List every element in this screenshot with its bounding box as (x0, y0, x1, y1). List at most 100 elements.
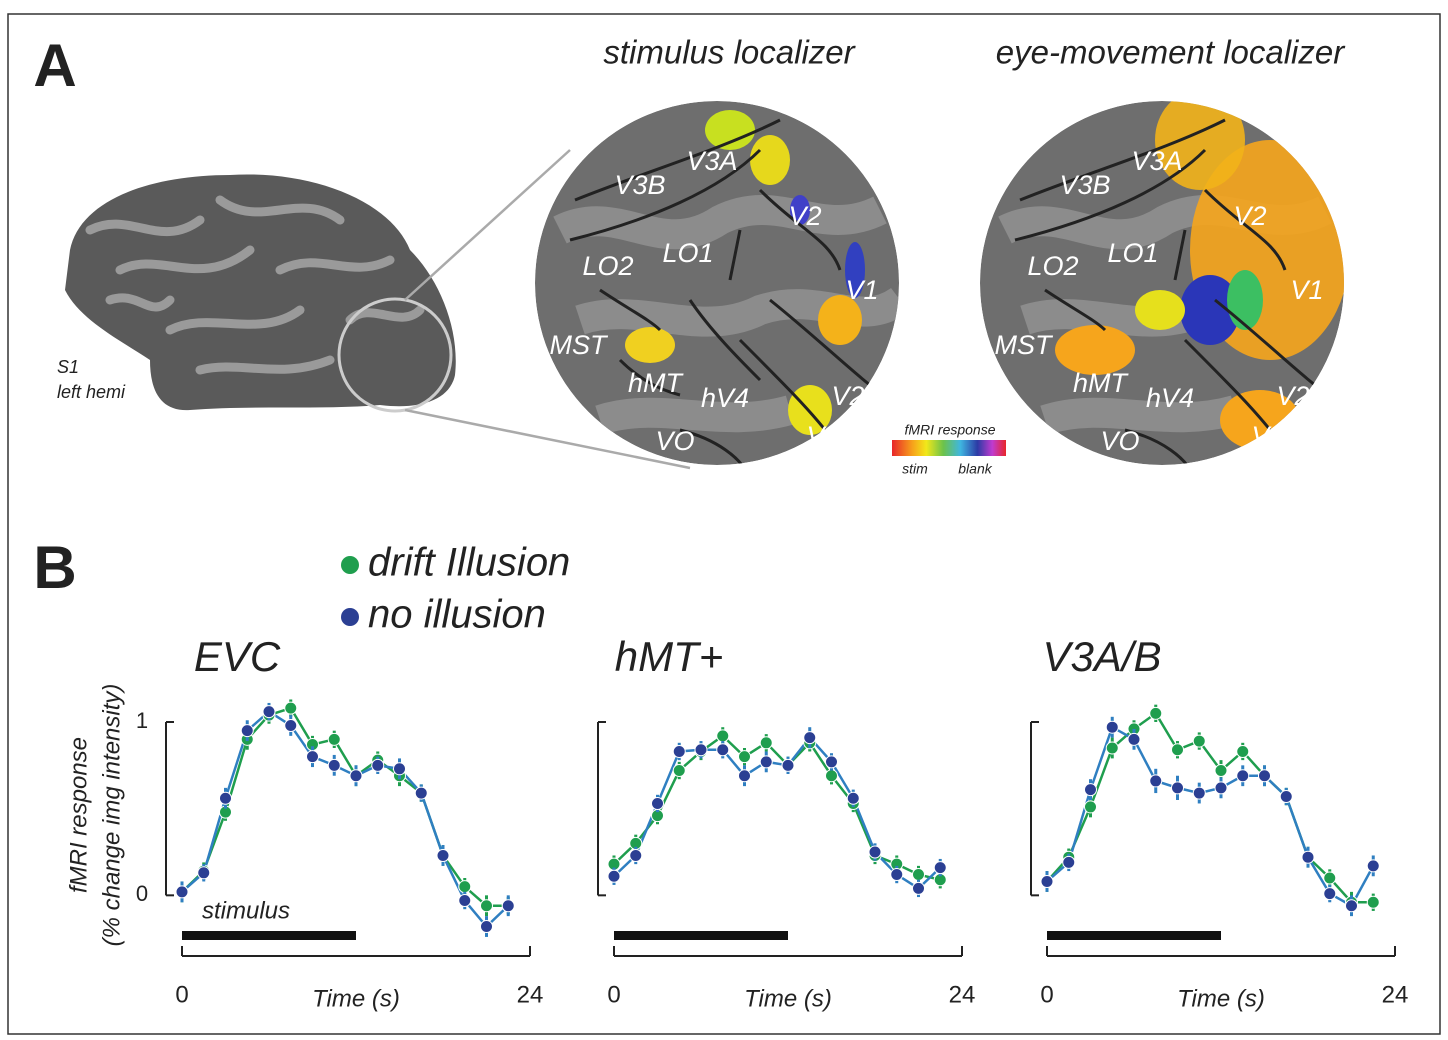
data-point (1324, 888, 1336, 900)
data-point (307, 751, 319, 763)
region-label: V2 (1276, 381, 1309, 411)
y-axis-label: fMRI response (65, 737, 92, 893)
legend-marker (341, 556, 359, 574)
region-label: V2 (831, 381, 864, 411)
data-point (1128, 733, 1140, 745)
region-label: hMT (1073, 368, 1130, 398)
map-title: eye-movement localizer (996, 34, 1346, 71)
y-tick-label: 0 (136, 881, 148, 906)
region-label: LO1 (1107, 238, 1158, 268)
data-point (1259, 770, 1271, 782)
data-point (372, 759, 384, 771)
data-point (1063, 856, 1075, 868)
data-point (328, 759, 340, 771)
data-point (717, 744, 729, 756)
data-point (1237, 770, 1249, 782)
data-point (1085, 784, 1097, 796)
data-point (459, 895, 471, 907)
data-point (285, 719, 297, 731)
y-axis-label: (% change img intensity) (98, 684, 125, 947)
data-point (760, 756, 772, 768)
colorbar-label: blank (958, 461, 992, 477)
chart-title: V3A/B (1042, 633, 1161, 680)
stimulus-bar (182, 931, 356, 940)
x-tick-label: 24 (949, 981, 976, 1008)
panel-label: A (33, 32, 76, 99)
region-label: V2 (788, 201, 821, 231)
data-point (1302, 851, 1314, 863)
data-point (869, 846, 881, 858)
region-label: V1 (845, 275, 878, 305)
x-tick-label: 24 (1382, 981, 1409, 1008)
region-label: V3 (1251, 421, 1284, 451)
data-point (717, 730, 729, 742)
data-point (1150, 775, 1162, 787)
stimulus-label: stimulus (202, 897, 290, 924)
panel-label: B (33, 534, 76, 601)
region-label: LO2 (1027, 251, 1078, 281)
brain-label: S1 (57, 357, 79, 377)
data-point (1041, 875, 1053, 887)
x-axis-label: Time (s) (744, 985, 832, 1012)
data-point (608, 870, 620, 882)
data-point (913, 869, 925, 881)
data-point (1106, 742, 1118, 754)
region-label: V3B (1059, 170, 1110, 200)
data-point (739, 770, 751, 782)
data-point (1215, 765, 1227, 777)
data-point (1367, 860, 1379, 872)
data-point (415, 787, 427, 799)
colorbar-title: fMRI response (904, 422, 995, 438)
x-axis-label: Time (s) (312, 985, 400, 1012)
data-point (481, 921, 493, 933)
data-point (1106, 721, 1118, 733)
data-point (804, 732, 816, 744)
data-point (673, 765, 685, 777)
data-point (437, 849, 449, 861)
data-point (481, 900, 493, 912)
data-point (1324, 872, 1336, 884)
region-label: V1 (1290, 275, 1323, 305)
x-axis-label: Time (s) (1177, 985, 1265, 1012)
legend-label: drift Illusion (368, 541, 570, 585)
data-point (263, 706, 275, 718)
colorbar-label: stim (902, 461, 928, 477)
region-label: VO (1100, 426, 1139, 456)
x-tick-label: 0 (607, 981, 620, 1008)
region-label: VO (655, 426, 694, 456)
data-point (241, 725, 253, 737)
chart-title: EVC (194, 633, 281, 680)
data-point (652, 797, 664, 809)
data-point (285, 702, 297, 714)
x-tick-label: 0 (1040, 981, 1053, 1008)
x-tick-label: 24 (517, 981, 544, 1008)
data-point (891, 869, 903, 881)
data-point (1193, 735, 1205, 747)
region-label: V3 (806, 421, 839, 451)
data-point (176, 886, 188, 898)
data-point (782, 759, 794, 771)
region-label: LO1 (662, 238, 713, 268)
data-point (630, 849, 642, 861)
region-label: hV4 (1146, 383, 1194, 413)
data-point (1172, 744, 1184, 756)
data-point (934, 862, 946, 874)
data-point (394, 763, 406, 775)
region-label: V3B (614, 170, 665, 200)
data-point (1215, 782, 1227, 794)
brain-label: left hemi (57, 382, 126, 402)
region-label: V3A (1131, 146, 1182, 176)
data-point (1085, 801, 1097, 813)
stimulus-bar (1047, 931, 1221, 940)
region-label: hV4 (701, 383, 749, 413)
map-title: stimulus localizer (603, 34, 856, 71)
data-point (350, 770, 362, 782)
legend-label: no illusion (368, 593, 546, 637)
region-label: hMT (628, 368, 685, 398)
region-label: V3A (686, 146, 737, 176)
data-point (459, 881, 471, 893)
data-point (913, 882, 925, 894)
data-point (826, 756, 838, 768)
data-point (1346, 900, 1358, 912)
data-point (760, 737, 772, 749)
